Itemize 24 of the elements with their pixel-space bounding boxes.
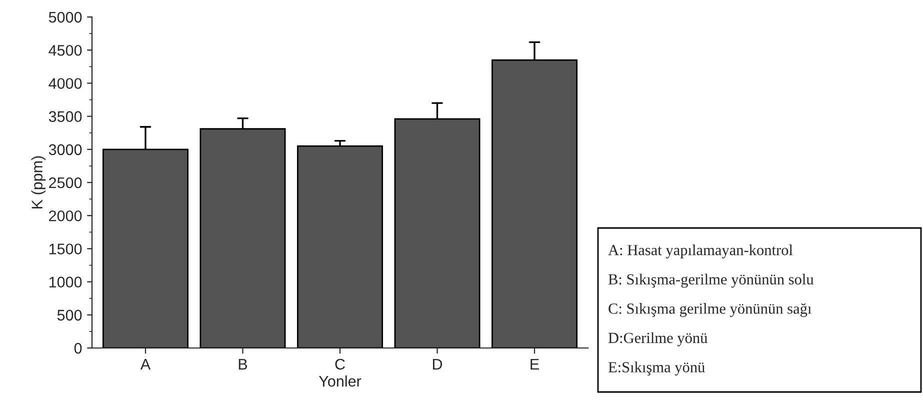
y-tick-label: 2500 [49, 177, 82, 188]
y-tick-label: 3000 [48, 144, 82, 156]
text: C: Sıkışma gerilme yönünün sağı [608, 303, 812, 317]
x-tick-label: D [432, 358, 442, 370]
y-tick-label: 1000 [49, 276, 82, 288]
y-tick-label: 3500 [48, 111, 82, 122]
text: E:Sıkışma yönü [608, 362, 705, 376]
x-tick-label: A [140, 358, 151, 370]
y-axis-title: K (ppm) [31, 156, 46, 208]
bar [297, 145, 383, 348]
y-tick-label: 4000 [48, 78, 82, 89]
y-tick-label: 500 [57, 310, 82, 321]
x-tick-label: E [530, 358, 539, 370]
y-tick-label: 4500 [48, 44, 82, 56]
x-axis-title: Yonler [318, 375, 362, 387]
text: D:Gerilme yönü [608, 332, 708, 346]
x-tick-label: C [335, 358, 345, 370]
y-tick-label: 5000 [48, 12, 82, 23]
y-tick-label: 0 [74, 342, 82, 354]
y-tick-label: 1500 [49, 244, 82, 254]
text: A: Hasat yapılamayan-kontrol [608, 244, 793, 258]
text: B: Sıkışma-gerilme yönünün solu [608, 274, 814, 288]
x-tick-label: B [238, 358, 248, 370]
y-tick-label: 2000 [49, 210, 82, 222]
